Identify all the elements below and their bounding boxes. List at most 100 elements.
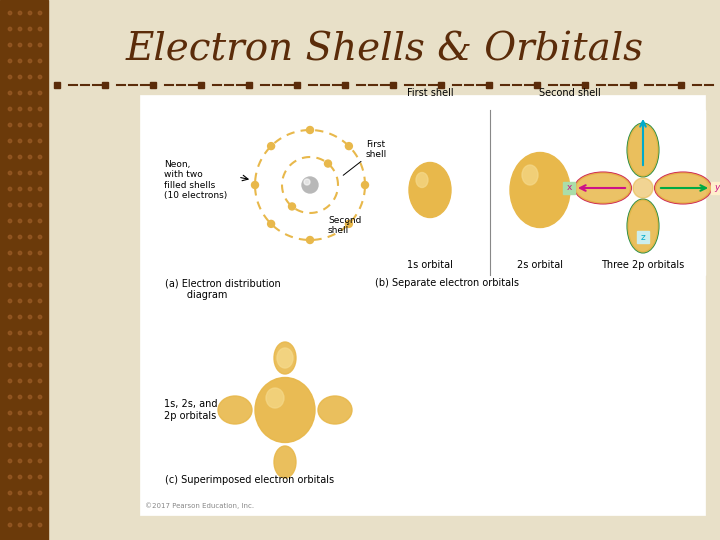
Ellipse shape	[633, 178, 653, 198]
Ellipse shape	[8, 299, 12, 303]
Ellipse shape	[38, 411, 42, 415]
Bar	[150, 82, 156, 88]
Ellipse shape	[28, 91, 32, 94]
FancyBboxPatch shape	[563, 182, 575, 194]
Ellipse shape	[38, 523, 42, 526]
Ellipse shape	[8, 507, 12, 511]
Ellipse shape	[8, 331, 12, 335]
Ellipse shape	[38, 11, 42, 15]
Ellipse shape	[38, 139, 42, 143]
Ellipse shape	[8, 75, 12, 79]
Ellipse shape	[8, 107, 12, 111]
Ellipse shape	[575, 173, 631, 203]
Text: 2s orbital: 2s orbital	[517, 260, 563, 270]
Ellipse shape	[8, 171, 12, 175]
Text: Second shell: Second shell	[539, 88, 601, 98]
Ellipse shape	[8, 123, 12, 127]
Ellipse shape	[38, 363, 42, 367]
Ellipse shape	[18, 411, 22, 415]
Text: Three 2p orbitals: Three 2p orbitals	[601, 260, 685, 270]
Ellipse shape	[8, 411, 12, 415]
Ellipse shape	[28, 187, 32, 191]
Ellipse shape	[8, 459, 12, 463]
Ellipse shape	[18, 475, 22, 479]
Ellipse shape	[268, 220, 274, 227]
Ellipse shape	[28, 459, 32, 463]
Ellipse shape	[38, 235, 42, 239]
Ellipse shape	[28, 107, 32, 111]
Ellipse shape	[628, 124, 658, 176]
Ellipse shape	[268, 143, 274, 150]
Ellipse shape	[28, 75, 32, 79]
Ellipse shape	[18, 203, 22, 207]
Ellipse shape	[28, 331, 32, 335]
Ellipse shape	[38, 251, 42, 255]
Ellipse shape	[655, 173, 711, 203]
Ellipse shape	[28, 43, 32, 47]
Ellipse shape	[28, 507, 32, 511]
Ellipse shape	[8, 363, 12, 367]
Ellipse shape	[28, 251, 32, 255]
Ellipse shape	[18, 59, 22, 63]
Ellipse shape	[38, 59, 42, 63]
Bar	[246, 82, 252, 88]
Ellipse shape	[18, 27, 22, 31]
Text: x: x	[567, 184, 572, 192]
Ellipse shape	[628, 200, 658, 252]
Ellipse shape	[522, 165, 538, 185]
Ellipse shape	[8, 427, 12, 431]
Text: (b) Separate electron orbitals: (b) Separate electron orbitals	[375, 278, 519, 288]
Ellipse shape	[18, 331, 22, 335]
Ellipse shape	[8, 379, 12, 383]
Ellipse shape	[18, 443, 22, 447]
Ellipse shape	[409, 163, 451, 218]
Ellipse shape	[302, 177, 318, 193]
Ellipse shape	[18, 139, 22, 143]
Ellipse shape	[18, 123, 22, 127]
Ellipse shape	[38, 284, 42, 287]
Ellipse shape	[38, 43, 42, 47]
Ellipse shape	[218, 396, 252, 424]
Ellipse shape	[28, 411, 32, 415]
Ellipse shape	[18, 491, 22, 495]
Ellipse shape	[18, 107, 22, 111]
Ellipse shape	[38, 107, 42, 111]
Text: (a) Electron distribution
       diagram: (a) Electron distribution diagram	[165, 278, 281, 300]
Ellipse shape	[18, 315, 22, 319]
Ellipse shape	[18, 523, 22, 526]
FancyBboxPatch shape	[711, 182, 720, 194]
Ellipse shape	[18, 251, 22, 255]
Ellipse shape	[8, 203, 12, 207]
Ellipse shape	[28, 523, 32, 526]
Bar	[370, 110, 705, 275]
Ellipse shape	[28, 379, 32, 383]
Ellipse shape	[18, 507, 22, 511]
Ellipse shape	[8, 315, 12, 319]
Text: First shell: First shell	[407, 88, 454, 98]
Ellipse shape	[8, 347, 12, 351]
Ellipse shape	[38, 91, 42, 94]
Text: 1s orbital: 1s orbital	[407, 260, 453, 270]
Ellipse shape	[8, 59, 12, 63]
Ellipse shape	[38, 156, 42, 159]
Ellipse shape	[8, 43, 12, 47]
Ellipse shape	[28, 59, 32, 63]
Ellipse shape	[307, 126, 313, 133]
Ellipse shape	[38, 299, 42, 303]
Ellipse shape	[346, 143, 352, 150]
Ellipse shape	[38, 491, 42, 495]
Ellipse shape	[38, 443, 42, 447]
Ellipse shape	[38, 171, 42, 175]
Bar	[630, 82, 636, 88]
Ellipse shape	[251, 181, 258, 188]
Ellipse shape	[28, 123, 32, 127]
Ellipse shape	[318, 396, 352, 424]
Ellipse shape	[510, 152, 570, 227]
Ellipse shape	[8, 91, 12, 94]
Ellipse shape	[274, 342, 296, 374]
Ellipse shape	[28, 219, 32, 222]
Ellipse shape	[38, 427, 42, 431]
Ellipse shape	[18, 91, 22, 94]
Ellipse shape	[8, 251, 12, 255]
Ellipse shape	[18, 267, 22, 271]
